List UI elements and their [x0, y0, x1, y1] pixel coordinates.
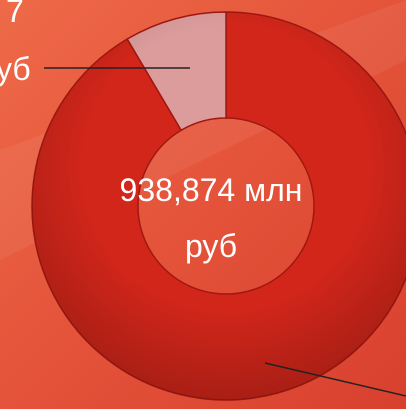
- annotation: 7: [6, 0, 24, 29]
- leader-line: [264, 362, 406, 397]
- annotation: уб: [0, 51, 31, 87]
- shade: [32, 12, 406, 400]
- center-label: 938,874 млн руб: [119, 172, 303, 264]
